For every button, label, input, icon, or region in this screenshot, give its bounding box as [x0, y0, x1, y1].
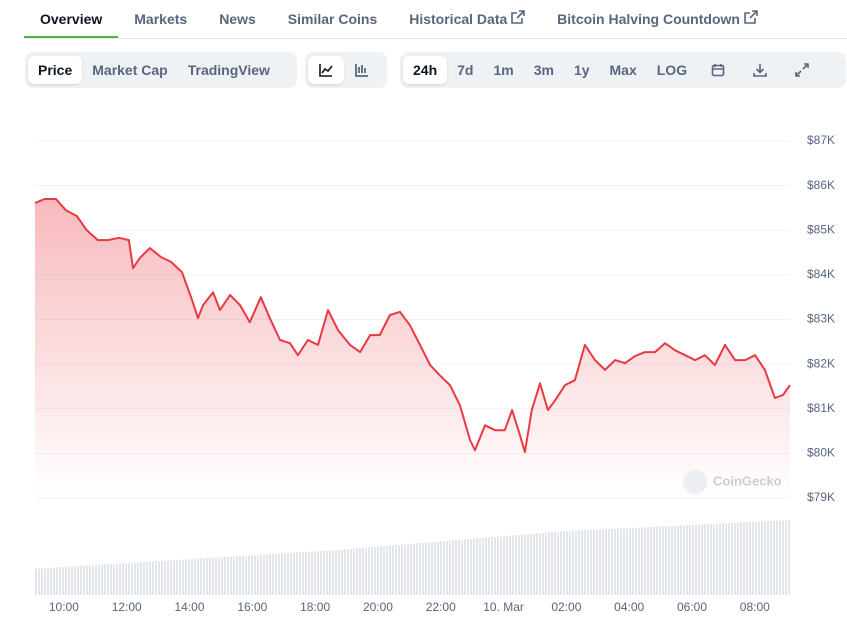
download-button[interactable] — [739, 56, 781, 84]
range-button[interactable]: 1y — [573, 62, 590, 78]
y-tick-label: $81K — [807, 401, 835, 415]
x-tick-label: 22:00 — [426, 600, 456, 614]
line-icon — [319, 64, 333, 77]
y-tick-label: $79K — [807, 490, 835, 504]
view-button[interactable]: Market Cap — [92, 62, 168, 78]
view-group: Price Market Cap TradingView — [25, 52, 297, 88]
tab[interactable]: Bitcoin Halving Countdown — [541, 0, 774, 38]
external-icon — [511, 10, 525, 24]
chart-style-group — [305, 52, 387, 88]
x-tick-label: 12:00 — [112, 600, 142, 614]
x-tick-label: 16:00 — [237, 600, 267, 614]
candle-button[interactable] — [344, 56, 380, 84]
range-button[interactable]: LOG — [656, 62, 688, 78]
price-line — [34, 198, 791, 453]
y-tick-label: $87K — [807, 133, 835, 147]
download-icon — [753, 64, 767, 77]
range-button[interactable]: 3m — [533, 62, 554, 78]
view-button[interactable]: TradingView — [187, 62, 270, 78]
x-tick-label: 10:00 — [49, 600, 79, 614]
y-tick-label: $82K — [807, 356, 835, 370]
x-tick-label: 04:00 — [614, 600, 644, 614]
range-group: 24h 7d 1m 3m 1y Max LOG — [400, 52, 846, 88]
tab[interactable]: Overview — [24, 0, 119, 38]
tab[interactable]: Similar Coins — [287, 11, 378, 27]
x-tick-label: 20:00 — [363, 600, 393, 614]
tab[interactable]: Historical Data — [393, 0, 541, 38]
y-tick-label: $85K — [807, 222, 835, 236]
y-tick-label: $84K — [807, 267, 835, 281]
fullscreen-button[interactable] — [781, 56, 823, 84]
watermark-text: CoinGecko — [713, 473, 782, 488]
external-icon — [744, 10, 758, 24]
line-button[interactable] — [308, 56, 344, 84]
range-button[interactable]: 7d — [457, 62, 474, 78]
tab[interactable]: News — [219, 11, 256, 27]
range-button[interactable]: 24h — [403, 56, 448, 84]
range-button[interactable]: 1m — [493, 62, 514, 78]
watermark: CoinGecko — [683, 470, 782, 494]
x-tick-label: 06:00 — [677, 600, 707, 614]
x-tick-label: 14:00 — [175, 600, 205, 614]
x-tick-label: 18:00 — [300, 600, 330, 614]
y-tick-label: $86K — [807, 178, 835, 192]
x-tick-label: 02:00 — [551, 600, 581, 614]
area-fill — [35, 199, 790, 498]
tab-bar: Overview Markets News Similar Coins Hist… — [24, 0, 847, 39]
expand-icon — [795, 63, 809, 77]
tab[interactable]: Markets — [134, 11, 188, 27]
y-tick-label: $83K — [807, 312, 835, 326]
calendar-icon — [711, 64, 725, 77]
tab-label: Historical Data — [409, 11, 508, 27]
candle-icon — [355, 64, 368, 77]
x-tick-label: 08:00 — [740, 600, 770, 614]
calendar-button[interactable] — [697, 56, 739, 84]
range-button[interactable]: Max — [609, 62, 637, 78]
tab-label: Bitcoin Halving Countdown — [557, 11, 740, 27]
y-tick-label: $80K — [807, 446, 835, 460]
x-tick-label: 10. Mar — [483, 600, 524, 614]
view-button[interactable]: Price — [28, 56, 83, 84]
